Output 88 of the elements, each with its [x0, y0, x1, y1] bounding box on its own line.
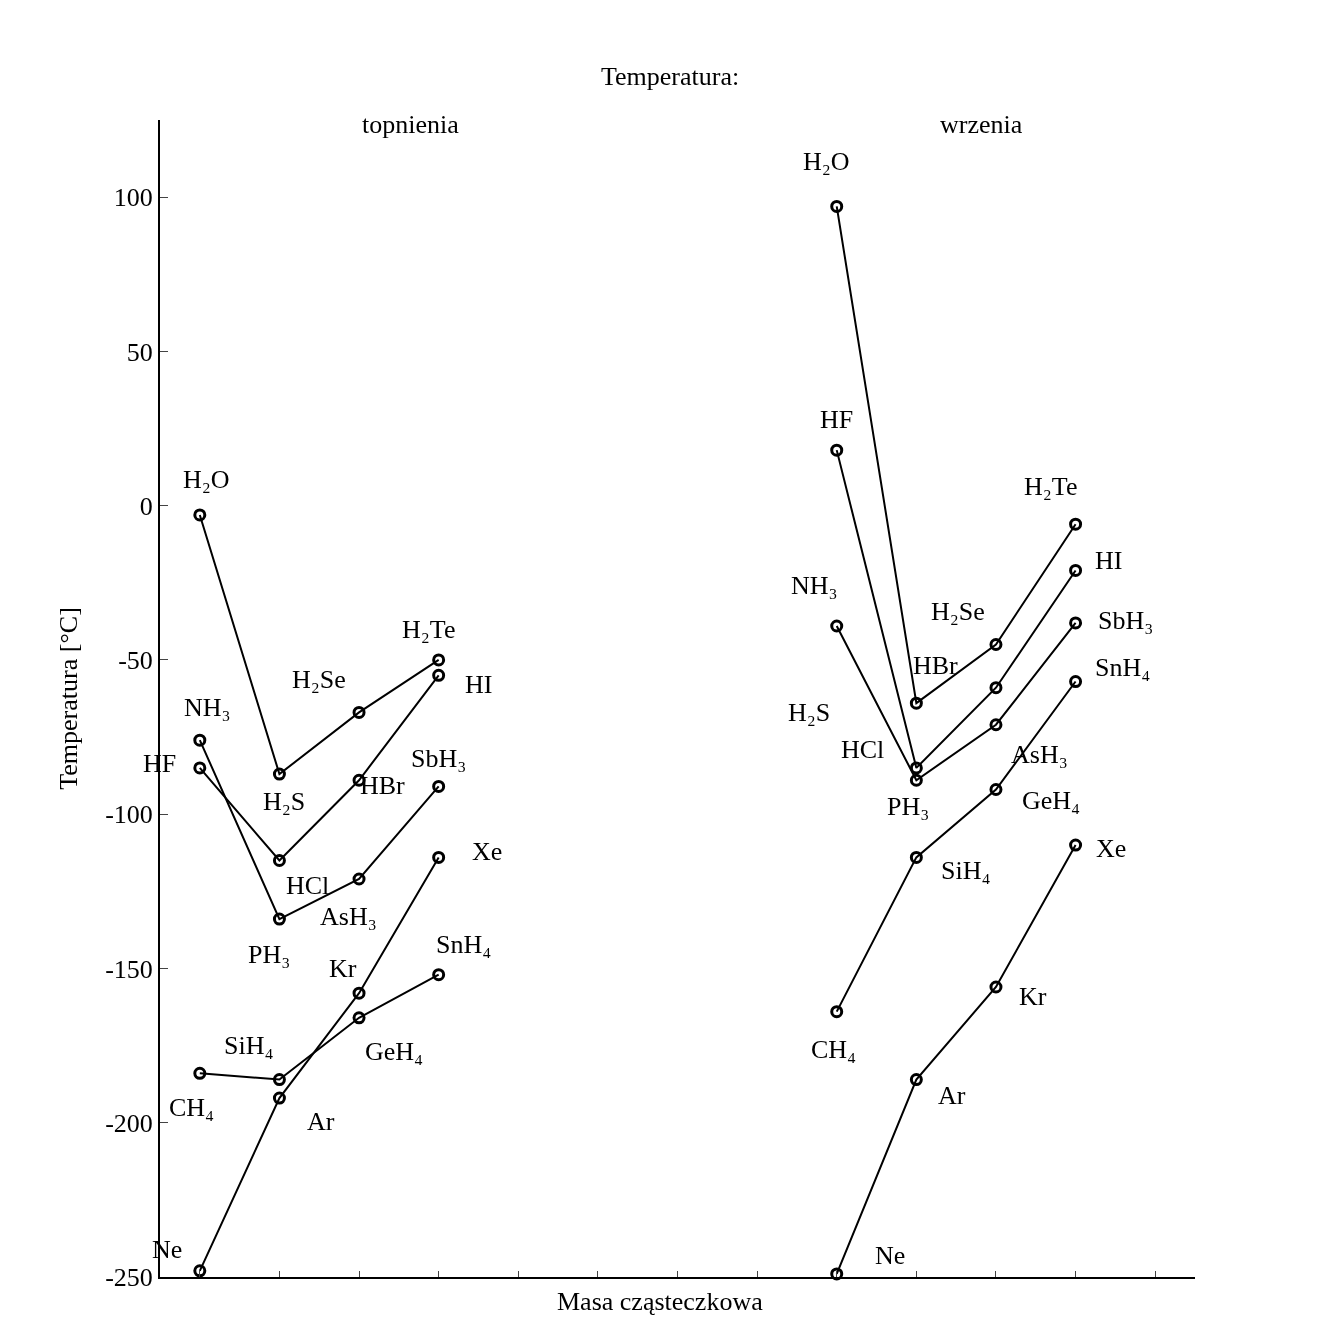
point [830, 1267, 844, 1281]
annotation: SiH₄ [224, 1031, 274, 1060]
annotation: Kr [329, 954, 357, 983]
point [989, 718, 1003, 732]
point [909, 1073, 923, 1087]
annotation: HCl [286, 871, 330, 900]
point [1069, 517, 1083, 531]
point [989, 681, 1003, 695]
annotation: wrzenia [940, 110, 1023, 139]
point [432, 779, 446, 793]
chart-title: Temperatura: [601, 62, 740, 91]
point [909, 761, 923, 775]
point [432, 653, 446, 667]
annotation: AsH₃ [320, 902, 377, 931]
annotation: SiH₄ [941, 856, 991, 885]
annotation: HF [820, 405, 854, 434]
point [352, 705, 366, 719]
annotation: H₂Te [402, 615, 456, 644]
point [989, 638, 1003, 652]
x-axis-title: Masa cząsteczkowa [557, 1287, 764, 1316]
annotation: HCl [841, 735, 885, 764]
point [989, 980, 1003, 994]
point [272, 767, 286, 781]
point [193, 733, 207, 747]
y-tick-label: 50 [126, 337, 153, 367]
point [272, 1091, 286, 1105]
y-tick-label: -50 [118, 646, 153, 676]
annotation: Ne [875, 1241, 906, 1270]
annotation: CH₄ [169, 1093, 215, 1122]
y-tick-label: 100 [113, 183, 153, 213]
annotation: GeH₄ [1022, 786, 1081, 815]
annotation: CH₄ [811, 1035, 857, 1064]
point [432, 850, 446, 864]
point [909, 850, 923, 864]
point [1069, 838, 1083, 852]
point [989, 783, 1003, 797]
point [830, 443, 844, 457]
annotation: topnienia [362, 110, 460, 139]
annotation: NH₃ [791, 571, 838, 600]
point [830, 1005, 844, 1019]
point [193, 761, 207, 775]
annotation: Xe [1096, 834, 1127, 863]
annotation: SbH₃ [1098, 606, 1154, 635]
annotation: H₂O [183, 465, 230, 494]
point [1069, 675, 1083, 689]
point [1069, 563, 1083, 577]
annotation: H₂S [788, 698, 831, 727]
point [830, 199, 844, 213]
annotation: Ar [307, 1107, 335, 1136]
annotation: HI [1095, 546, 1123, 575]
point [272, 1073, 286, 1087]
point [1069, 616, 1083, 630]
annotation: HI [465, 670, 493, 699]
annotation: SbH₃ [411, 744, 467, 773]
annotation: PH₃ [887, 792, 930, 821]
annotation: SnH₄ [1095, 653, 1151, 682]
annotation: Ar [938, 1081, 966, 1110]
y-tick-label: -200 [105, 1108, 153, 1138]
point [193, 1066, 207, 1080]
point [193, 508, 207, 522]
y-tick-label: 0 [139, 491, 153, 521]
annotation: Xe [472, 837, 503, 866]
annotation: GeH₄ [365, 1037, 424, 1066]
point [352, 986, 366, 1000]
point [193, 1264, 207, 1278]
annotation: H₂Se [292, 665, 346, 694]
y-axis-title: Temperatura [°C] [54, 607, 84, 790]
annotation: NH₃ [184, 693, 231, 722]
point [830, 619, 844, 633]
annotation: Kr [1019, 982, 1047, 1011]
y-tick-label: -150 [105, 954, 153, 984]
point [909, 773, 923, 787]
annotation: HBr [913, 651, 959, 680]
annotation: H₂O [803, 147, 850, 176]
point [432, 668, 446, 682]
annotation: SnH₄ [436, 930, 492, 959]
y-tick-label: -250 [105, 1263, 153, 1293]
point [909, 696, 923, 710]
annotation: PH₃ [248, 940, 291, 969]
point [272, 912, 286, 926]
point [352, 1011, 366, 1025]
point [432, 968, 446, 982]
annotation: H₂Te [1024, 472, 1078, 501]
annotation: H₂Se [931, 597, 985, 626]
point [272, 853, 286, 867]
annotation: H₂S [263, 787, 306, 816]
point [352, 872, 366, 886]
y-tick-label: -100 [105, 800, 153, 830]
